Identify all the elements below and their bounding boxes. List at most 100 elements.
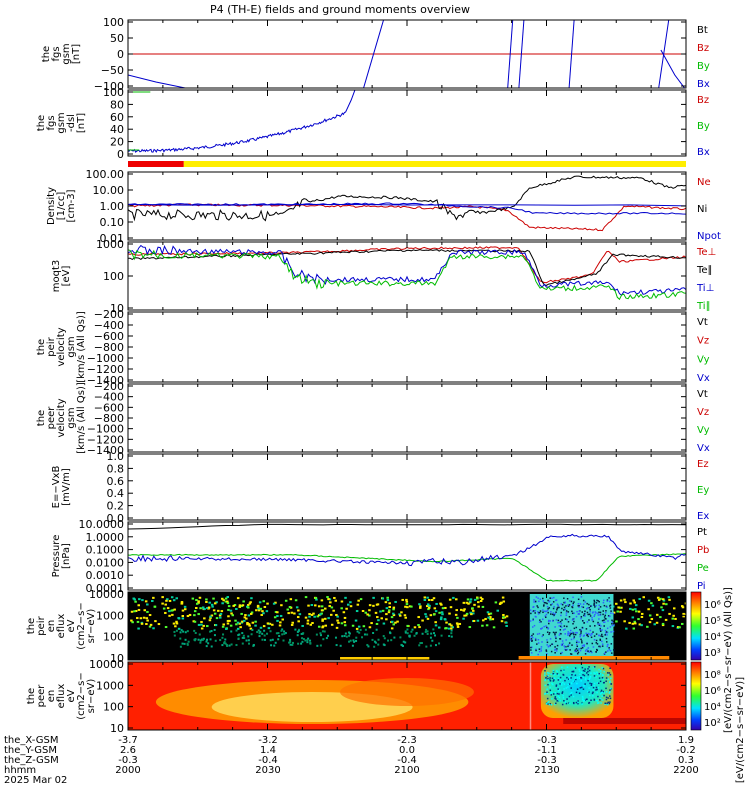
footer-row-label: the_X-GSM	[4, 735, 58, 746]
colorbar-label-peir: [eV/(cm2−s−sr−eV) (All Qs)]	[723, 587, 734, 733]
plot-area-pressure	[128, 523, 686, 582]
ytick-peer-velocity: −800	[94, 412, 124, 425]
panel-density: 100.00 10.00 1.00 0.10 0.01 Density [1/cc] [cm-…	[46, 168, 721, 245]
plot-area-peir-eflux	[128, 592, 686, 660]
footer-value: 0.0	[399, 745, 415, 756]
ytick-density: 0.01	[100, 232, 125, 245]
footer-value: -1.1	[537, 745, 557, 756]
panel-efield: 1.00.80.60.40.20.0 E=−VxB [mV/m] Ez Ey Ex	[51, 450, 709, 525]
plot-area-density	[128, 175, 686, 232]
ylabel-peer-eflux: sr−eV)	[86, 679, 97, 714]
legend-peir-velocity: Vt	[697, 317, 708, 328]
ylabel-peer-eflux: eflux	[56, 684, 67, 709]
ytick-fgs-gsm: 100	[103, 16, 124, 29]
ylabel-pressure: Pressure	[51, 535, 62, 578]
footer-value: -0.4	[397, 755, 417, 766]
footer-value: -0.3	[537, 755, 557, 766]
ylabel-peir-velocity: [km/s (All Qs)]	[76, 311, 87, 383]
ylabel-fgs-gsm-dsl: fgs	[46, 115, 57, 130]
ylabel-fgs-gsm: fgs	[51, 46, 62, 61]
ytick-efield: 0.6	[107, 475, 125, 488]
ylabel-peir-eflux: eV	[66, 619, 77, 632]
ylabel-fgs-gsm: the	[41, 46, 52, 62]
ytick-peir-velocity: −800	[94, 341, 124, 354]
ytick-fgs-gsm: 0	[117, 48, 124, 61]
colorbar-tick-peer-eflux: 10⁴	[704, 702, 721, 713]
legend-peer-velocity: Vz	[697, 407, 709, 418]
footer-value: 2000	[115, 765, 140, 776]
ytick-fgs-gsm-dsl: 0	[117, 148, 124, 161]
ylabel-density: [cm-3]	[66, 189, 77, 222]
ylabel-peer-eflux: (cm2−s−	[76, 672, 87, 719]
legend-efield: Ez	[697, 459, 709, 470]
ytick-temperature: 10	[110, 302, 124, 315]
ytick-efield: 0.4	[107, 487, 125, 500]
footer-row-label: the_Z-GSM	[4, 755, 59, 766]
footer-value: 0.3	[678, 755, 694, 766]
colorbar-label-peer: [eV/(cm2−s−sr−eV)]	[735, 677, 746, 783]
ylabel-peir-eflux: the	[26, 618, 37, 634]
legend-peer-velocity: Vy	[697, 425, 710, 436]
footer-row-label: hhmm	[4, 765, 36, 776]
legend-peir-velocity: Vy	[697, 354, 710, 365]
ylabel-peir-eflux: (cm2−s−	[76, 602, 87, 649]
ytick-peir-eflux: 100	[103, 631, 124, 644]
ylabel-fgs-gsm-dsl: the	[36, 115, 47, 131]
bx-ramp	[128, 90, 356, 153]
pi-line	[128, 533, 686, 567]
footer-row-label: the_Y-GSM	[4, 745, 57, 756]
colorbar-tick-peer-eflux: 10²	[704, 718, 721, 729]
panel-temperature: 1000 100 10 moqt3 [eV] Te⊥ Te∥ Ti⊥ Ti∥	[51, 238, 716, 315]
bx-start	[128, 74, 188, 88]
ytick-efield: 0.2	[107, 500, 125, 513]
ytick-density: 100.00	[86, 168, 125, 181]
te-par-line	[128, 249, 686, 286]
bx-spike-0	[363, 20, 385, 88]
panel-peer-eflux: 10000 1000 100 10 the peer en eflux eV (cm2−s− sr−…	[26, 658, 721, 735]
ytick-fgs-gsm: −50	[101, 64, 124, 77]
legend-fgs-gsm: Bx	[697, 79, 710, 90]
plot-area-peer-eflux	[128, 662, 686, 730]
ylabel-peer-eflux: peer	[36, 684, 47, 708]
ylabel-pressure: [nPa]	[61, 543, 72, 569]
ylabel-temperature: [eV]	[61, 266, 72, 287]
date-label: 2025 Mar 02	[4, 775, 67, 786]
ytick-peer-eflux: 1000	[96, 679, 124, 692]
ylabel-peir-velocity: peir	[46, 336, 57, 356]
ylabel-peer-eflux: the	[26, 688, 37, 704]
bx-spike-3	[568, 20, 575, 88]
footer-value: 2200	[673, 765, 698, 776]
footer-value: -2.3	[397, 735, 417, 746]
frame-efield	[127, 453, 687, 521]
ytick-fgs-gsm: 50	[110, 32, 124, 45]
ytick-peer-velocity: −200	[94, 380, 124, 393]
ti-par-line	[128, 249, 686, 301]
legend-efield: Ey	[697, 485, 709, 496]
ylabel-peer-eflux: eV	[66, 689, 77, 702]
ytick-peir-velocity: −200	[94, 308, 124, 321]
legend-fgs-gsm-dsl: Bx	[697, 147, 710, 158]
ytick-peir-eflux: 10	[110, 652, 124, 665]
frame-pressure	[127, 521, 687, 591]
ylabel-peir-eflux: eflux	[56, 614, 67, 639]
ytick-peer-velocity: −1400	[87, 444, 124, 457]
ytick-peer-eflux: 10	[110, 722, 124, 735]
legend-density: Ne	[697, 177, 711, 188]
legend-density: Ni	[697, 204, 707, 215]
pe-line	[128, 553, 686, 582]
footer-value: -0.4	[258, 755, 278, 766]
ytick-efield: 1.0	[107, 450, 125, 463]
ytick-fgs-gsm-dsl: 40	[110, 123, 124, 136]
ylabel-density: [1/cc]	[56, 192, 67, 221]
legend-fgs-gsm: Bt	[697, 25, 708, 36]
ytick-density: 1.00	[100, 200, 125, 213]
colorbar-tick-peer-eflux: 10⁶	[704, 686, 721, 697]
ylabel-fgs-gsm-dsl: [nT]	[76, 113, 87, 133]
ytick-peir-velocity: −1400	[87, 374, 124, 387]
legend-density: Npot	[697, 231, 721, 242]
ytick-pressure: 0.0010	[86, 569, 125, 582]
legend-pressure: Pe	[697, 563, 709, 574]
legend-pressure: Pb	[697, 545, 709, 556]
